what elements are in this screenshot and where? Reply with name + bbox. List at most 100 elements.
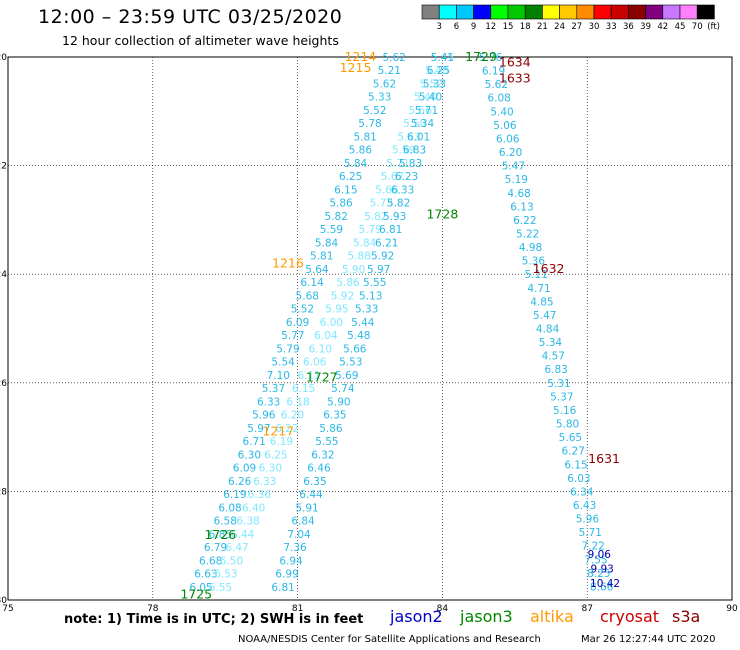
colorbar-cell <box>593 4 612 20</box>
colorbar-cell <box>696 4 715 20</box>
swh-value: 5.69 <box>335 370 358 382</box>
swh-value: 5.33 <box>423 78 446 90</box>
swh-value: 6.40 <box>242 502 265 514</box>
lon-tick-label: 75 <box>2 604 13 614</box>
pass-number-label: 1633 <box>499 71 531 86</box>
lon-tick-label: 87 <box>581 604 592 614</box>
swh-value: 5.92 <box>371 251 394 263</box>
swh-value: 6.83 <box>544 364 567 376</box>
legend-altika: altika <box>530 607 574 626</box>
colorbar-tick-label: 33 <box>606 22 617 32</box>
pass-number-label: 1214 <box>344 49 376 64</box>
colorbar-tick-label: 9 <box>471 22 476 32</box>
swh-value: 6.25 <box>339 171 362 183</box>
swh-value: 5.90 <box>327 396 350 408</box>
colorbar-cell <box>473 4 492 20</box>
swh-value: 6.09 <box>233 463 256 475</box>
swh-value: 6.25 <box>264 449 287 461</box>
legend-s3a: s3a <box>672 607 700 626</box>
legend-jason3-label: jason3 <box>460 607 513 626</box>
legend-cryosat-label: cryosat <box>600 607 660 626</box>
swh-value: 6.46 <box>307 463 331 475</box>
swh-value: 5.52 <box>420 78 443 90</box>
swh-value: 5.40 <box>414 92 437 104</box>
swh-value: 6.05 <box>189 582 212 594</box>
colorbar-cell <box>490 4 509 20</box>
swh-value: 6.00 <box>320 317 343 329</box>
color-scale-bar: 3 6 9 12 15 18 21 24 27 30 33 36 39 42 45 70 (ft) <box>421 4 720 32</box>
swh-value: 6.32 <box>311 449 334 461</box>
swh-value: 5.84 <box>315 237 339 249</box>
swh-value: 6.58 <box>214 516 237 528</box>
swh-value: 6.03 <box>567 473 590 485</box>
footnote: note: 1) Time is in UTC; 2) SWH is in fe… <box>64 612 364 627</box>
swh-value: 6.99 <box>275 569 298 581</box>
swh-value: 5.34 <box>411 118 435 130</box>
swh-value: 5.76 <box>479 52 503 64</box>
swh-value: 5.22 <box>516 228 539 240</box>
lon-tick-label: 81 <box>292 604 303 614</box>
swh-value: 5.53 <box>339 357 362 369</box>
swh-value: 5.68 <box>296 290 319 302</box>
swh-value: 7.36 <box>283 542 307 554</box>
swh-value: 5.52 <box>363 105 386 117</box>
page-title: 12:00 – 23:59 UTC 03/25/2020 <box>38 6 343 28</box>
swh-value: 5.80 <box>556 419 579 431</box>
lat-tick-label: -26 <box>0 379 7 389</box>
swh-value: 5.41 <box>431 52 454 64</box>
swh-value: 6.71 <box>242 436 265 448</box>
swh-value: 7.22 <box>581 541 604 553</box>
swh-value: 6.44 <box>299 489 323 501</box>
colorbar-cell <box>559 4 578 20</box>
swh-value: 6.22 <box>275 423 298 435</box>
swh-value: 5.97 <box>367 264 390 276</box>
legend-s3a-label: s3a <box>672 607 701 626</box>
colorbar-cell <box>456 4 474 20</box>
swh-value: 5.73 <box>370 198 393 210</box>
swh-value: 6.15 <box>292 383 315 395</box>
swh-value: 4.68 <box>507 188 530 200</box>
swh-value: 6.13 <box>510 201 533 213</box>
swh-value: 5.82 <box>387 198 410 210</box>
map-frame <box>7 56 733 601</box>
swh-value: 5.95 <box>325 304 348 316</box>
altimeter-tracks: 5.625.215.625.335.525.785.815.865.846.25… <box>189 52 620 594</box>
pass-number-label: 1634 <box>499 54 531 69</box>
swh-value: 5.40 <box>419 92 442 104</box>
swh-value: 6.84 <box>291 516 315 528</box>
swh-value: 6.06 <box>496 133 520 145</box>
swh-value: 9.06 <box>588 549 612 561</box>
lon-tick-label: 84 <box>437 604 449 614</box>
swh-value: 10.42 <box>590 578 620 590</box>
swh-value: 5.96 <box>252 410 276 422</box>
swh-value: 5.86 <box>329 198 353 210</box>
swh-value: 6.01 <box>407 131 430 143</box>
colorbar-tick-label: 15 <box>503 22 514 32</box>
swh-value: 5.54 <box>271 357 295 369</box>
lat-tick-label: -24 <box>0 270 7 280</box>
swh-value: 5.44 <box>351 317 375 329</box>
swh-value: 9.93 <box>590 564 613 576</box>
swh-value: 6.33 <box>253 476 276 488</box>
swh-value: 5.48 <box>425 65 448 77</box>
swh-value: 6.19 <box>223 489 246 501</box>
swh-value: 4.84 <box>536 324 560 336</box>
colorbar-cell <box>576 4 595 20</box>
swh-value: 5.84 <box>353 237 377 249</box>
swh-value: 5.86 <box>349 145 373 157</box>
swh-value: 5.79 <box>359 224 382 236</box>
swh-value: 5.71 <box>415 105 438 117</box>
swh-value: 5.65 <box>559 432 582 444</box>
swh-value: 6.22 <box>513 215 536 227</box>
swh-value: 6.19 <box>482 66 505 78</box>
swh-value: 5.63 <box>397 131 420 143</box>
generation-timestamp: Mar 26 12:27:44 UTC 2020 <box>581 634 716 645</box>
swh-value: 5.59 <box>320 224 343 236</box>
swh-value: 8.25 <box>587 568 610 580</box>
swh-value: 5.90 <box>342 264 365 276</box>
swh-value: 5.91 <box>295 502 318 514</box>
swh-value: 6.81 <box>271 582 294 594</box>
swh-value: 6.38 <box>236 516 259 528</box>
legend-cryosat: cryosat <box>600 607 659 626</box>
swh-value: 5.81 <box>353 131 376 143</box>
